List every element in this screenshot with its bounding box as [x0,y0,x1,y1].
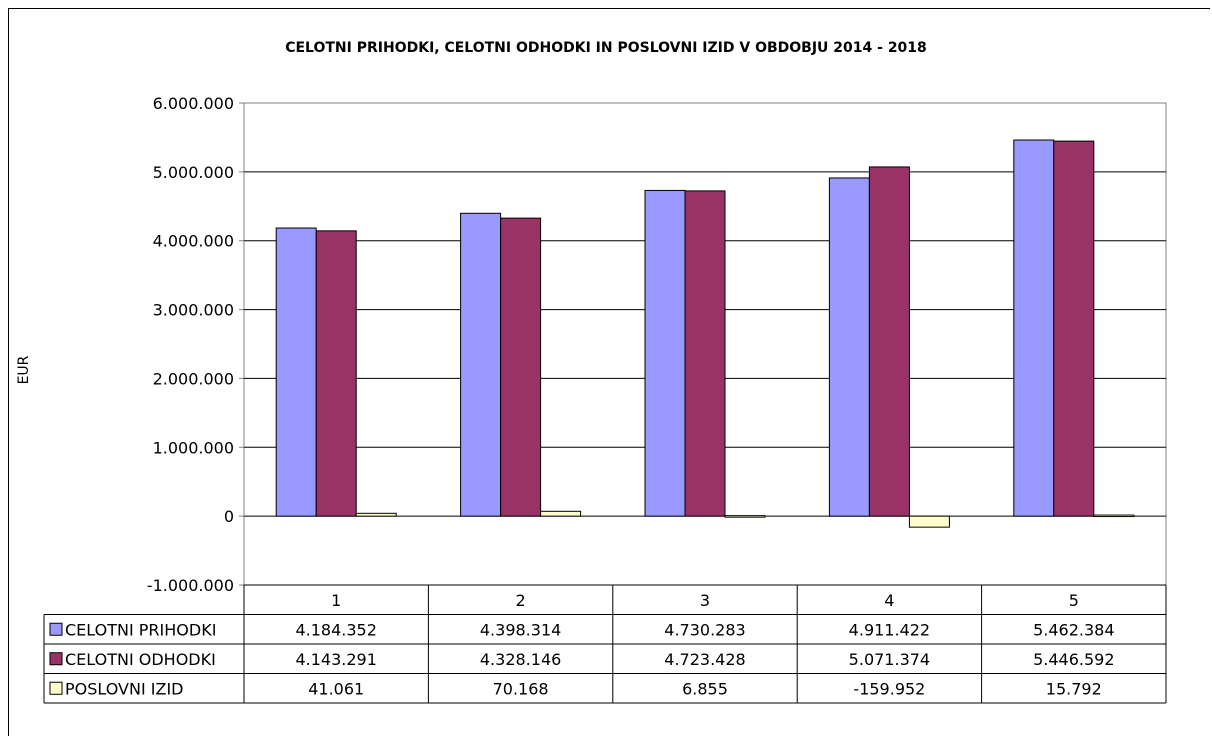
y-tick-label: 3.000.000 [153,301,234,320]
bar-1-5 [1013,139,1055,517]
bar-1-2 [460,212,502,517]
data-label: 4.328.146 [480,650,561,669]
data-label: 4.911.422 [849,620,930,639]
bar-3-2 [540,510,582,517]
data-label: 4.730.283 [664,620,745,639]
bar-2-2 [500,217,542,517]
data-label: 41.061 [308,679,364,698]
y-tick-label: -1.000.000 [147,576,234,595]
data-label: 4.143.291 [295,650,376,669]
legend-label: CELOTNI PRIHODKI [65,620,216,639]
bar-1-4 [828,177,870,517]
data-label: 4.398.314 [480,620,561,639]
bar-1-3 [644,189,686,517]
y-tick-label: 0 [224,507,234,526]
chart-frame [8,8,1210,736]
data-label: 70.168 [493,679,549,698]
legend-label: CELOTNI ODHODKI [65,650,216,669]
bars [275,139,1135,528]
data-label: 4.723.428 [664,650,745,669]
chart-title: CELOTNI PRIHODKI, CELOTNI ODHODKI IN POS… [285,40,927,56]
y-axis-ticks: -1.000.000 0 1.000.000 2.000.000 3.000.000 4.… [147,94,244,595]
bar-2-3 [684,190,726,517]
data-label: 15.792 [1046,679,1102,698]
data-table: 1 2 3 4 5 CELOTNI PRIHODKI 4.184.352 4.398.314 4… [43,584,1167,704]
data-label: 6.855 [682,679,728,698]
x-tick-label: 5 [1069,591,1079,610]
data-label: 4.184.352 [295,620,376,639]
legend-swatch [49,622,63,636]
bar-1-1 [275,227,317,517]
bar-3-4 [908,515,950,528]
y-tick-label: 2.000.000 [153,369,234,388]
legend-swatch [49,681,63,695]
x-tick-label: 1 [331,591,341,610]
x-tick-label: 3 [700,591,710,610]
y-tick-label: 6.000.000 [153,94,234,113]
bar-2-4 [868,166,910,517]
data-label: 5.446.592 [1033,650,1114,669]
y-tick-label: 4.000.000 [153,232,234,251]
y-tick-label: 1.000.000 [153,438,234,457]
bar-3-3 [724,515,766,518]
bar-2-5 [1053,140,1095,517]
bar-3-1 [355,512,397,517]
data-label: -159.952 [853,679,925,698]
legend-swatch [49,652,63,666]
legend-label: POSLOVNI IZID [65,679,184,698]
data-label: 5.071.374 [849,650,930,669]
y-tick-label: 5.000.000 [153,163,234,182]
bar-3-5 [1093,514,1135,518]
bar-2-1 [315,230,357,517]
x-tick-label: 4 [884,591,894,610]
x-tick-label: 2 [516,591,526,610]
data-label: 5.462.384 [1033,620,1114,639]
